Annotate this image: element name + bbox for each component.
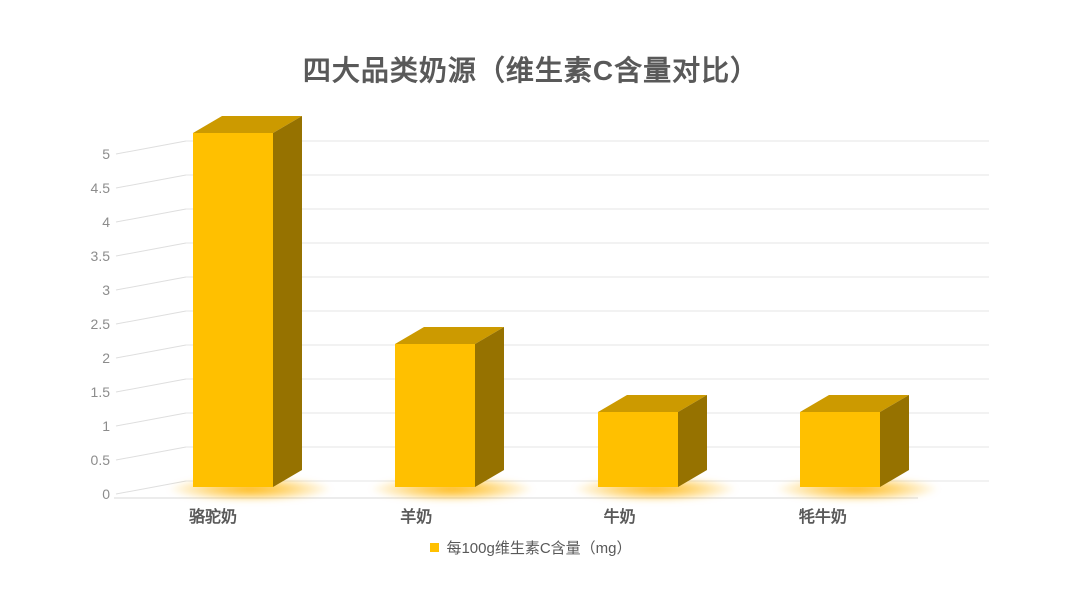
bar-column bbox=[168, 116, 332, 502]
bar-top-face bbox=[395, 327, 504, 344]
bar-column bbox=[775, 395, 939, 502]
tick-connector bbox=[115, 446, 187, 461]
bar-side-face bbox=[880, 395, 909, 487]
bar-front-face bbox=[598, 412, 678, 487]
tick-connector bbox=[115, 378, 187, 393]
tick-connector bbox=[115, 140, 187, 155]
legend-label: 每100g维生素C含量（mg） bbox=[446, 539, 632, 557]
bar-column bbox=[573, 395, 737, 502]
bar-front-face bbox=[395, 344, 475, 487]
legend-color-swatch bbox=[430, 542, 440, 552]
chart-title: 四大品类奶源（维生素C含量对比） bbox=[302, 55, 760, 86]
bar-column bbox=[370, 327, 534, 502]
legend: 每100g维生素C含量（mg） bbox=[0, 537, 1062, 557]
bar-front-face bbox=[800, 412, 880, 487]
tick-connector bbox=[115, 242, 187, 257]
tick-connector bbox=[115, 276, 187, 291]
bar-side-face bbox=[273, 116, 302, 487]
tick-connector bbox=[115, 344, 187, 359]
bar-side-face bbox=[678, 395, 707, 487]
bar-top-face bbox=[800, 395, 909, 412]
tick-connector bbox=[115, 310, 187, 325]
tick-connector bbox=[115, 208, 187, 223]
bar-top-face bbox=[598, 395, 707, 412]
bar-front-face bbox=[193, 133, 273, 487]
bar-side-face bbox=[475, 327, 504, 487]
tick-connector bbox=[115, 480, 187, 495]
tick-connector bbox=[115, 412, 187, 427]
bar-top-face bbox=[193, 116, 302, 133]
tick-connector bbox=[115, 174, 187, 189]
